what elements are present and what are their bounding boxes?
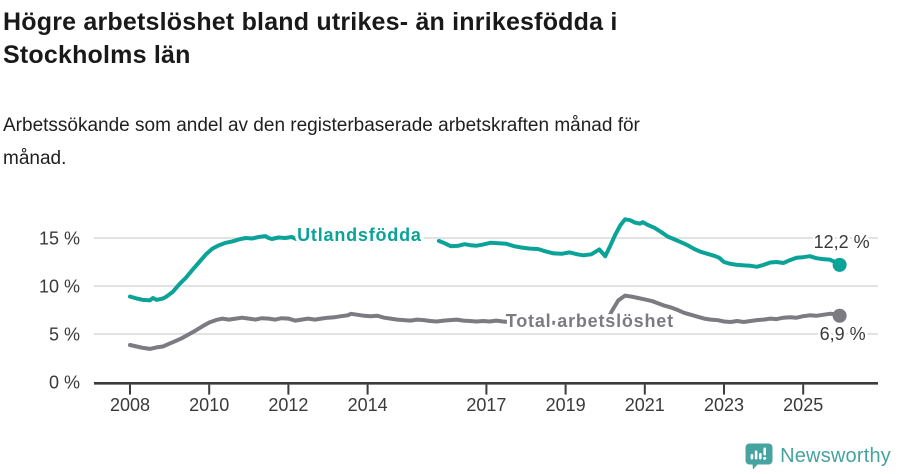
chart-subtitle: Arbetssökande som andel av den registerb… [3,109,640,175]
series-end-value-total-arbetsloshet: 6,9 % [820,324,866,344]
x-tick-label: 2019 [546,395,586,415]
series-label-utlandsfodda: Utlandsfödda [297,225,422,245]
chart-subtitle-line-1: Arbetssökande som andel av den registerb… [3,115,640,136]
x-tick-label: 2021 [625,395,665,415]
x-tick-label: 2010 [189,395,229,415]
series-end-dot-utlandsfodda [832,257,847,272]
newsworthy-logo[interactable]: Newsworthy [745,443,891,470]
x-tick-label: 2008 [110,395,150,415]
x-tick-label: 2017 [466,395,506,415]
series-line-utlandsfodda [128,234,299,303]
page-title-line-2: Stockholms län [3,41,191,69]
series-label-total-arbetsloshet: Total arbetslöshet [506,311,674,331]
page-title-line-1: Högre arbetslöshet bland utrikes- än inr… [3,8,618,36]
y-tick-label: 15 % [39,229,80,249]
series-end-dot-total-arbetsloshet [832,308,847,323]
series-end-value-utlandsfodda: 12,2 % [814,232,870,252]
series-line-total-arbetsloshet [128,293,842,351]
y-tick-label: 5 % [49,325,80,345]
x-tick-label: 2023 [704,395,744,415]
series-line-utlandsfodda [436,217,842,269]
page-title: Högre arbetslöshet bland utrikes- än inr… [3,6,618,72]
y-tick-label: 10 % [39,277,80,297]
newsworthy-wordmark: Newsworthy [780,445,891,467]
x-tick-label: 2014 [348,395,388,415]
x-tick-label: 2025 [783,395,823,415]
y-tick-label: 0 % [49,373,80,393]
x-tick-label: 2012 [268,395,308,415]
chart-subtitle-line-2: månad. [3,148,67,169]
bar-chart-speech-bubble-icon [745,443,773,470]
